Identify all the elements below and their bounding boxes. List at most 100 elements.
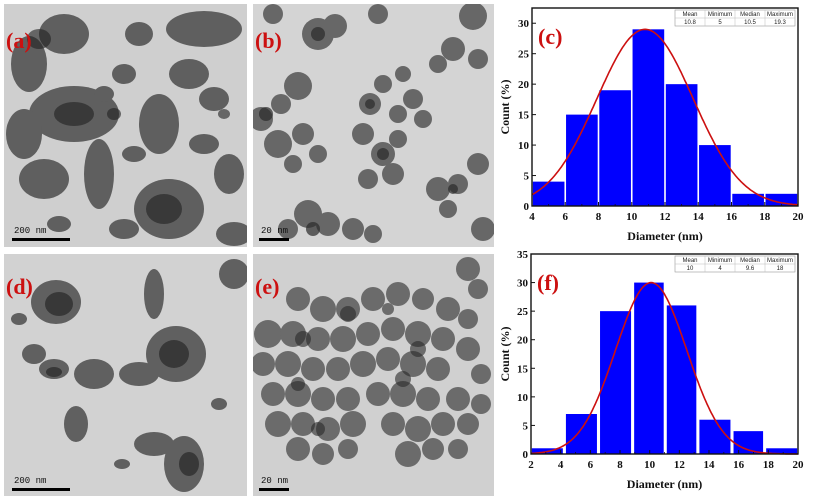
y-tick-label: 35 (517, 250, 529, 261)
y-tick-label: 0 (524, 201, 530, 213)
stats-value: 10.8 (684, 20, 696, 26)
stats-table: Mean 10.8 Minimum 5 Median 10.5 Maximum 19.3 (674, 9, 796, 27)
x-tick-label: 8 (596, 211, 602, 223)
panel-label-b: (b) (255, 28, 282, 53)
tem-image-a: (a) 200 nm (4, 4, 247, 247)
tem-texture-a (4, 4, 247, 247)
histogram-f: 2 4 6 8 10 12 14 16 18 20 Diameter (nm) 0 5 10 15 20 25 3… (500, 250, 813, 501)
histogram-c: 4 6 8 10 12 14 16 18 20 Diameter (nm) 0 5 10 15 20 25 30… (500, 0, 813, 250)
stats-value: 4 (718, 266, 722, 272)
x-tick-label: 4 (558, 459, 564, 471)
stats-header: Median (740, 12, 760, 18)
stats-header: Median (740, 258, 760, 264)
histogram-bar (733, 431, 764, 454)
histogram-bars (532, 29, 798, 207)
panel-label: (f) (537, 270, 559, 295)
panel-label-a: (a) (6, 28, 32, 53)
y-tick-label: 30 (518, 18, 530, 30)
x-tick-label: 18 (759, 211, 771, 223)
stats-value: 19.3 (774, 20, 786, 26)
y-tick-label: 5 (524, 171, 530, 183)
y-axis: 0 5 10 15 20 25 30 (518, 18, 536, 213)
y-tick-label: 20 (517, 335, 529, 347)
x-tick-label: 18 (763, 459, 775, 471)
panel-label-e: (e) (255, 274, 280, 299)
histogram-bar (532, 181, 565, 206)
scale-bar-label-b: 20 nm (261, 226, 289, 236)
stats-value: 10.5 (744, 20, 756, 26)
scale-bar-label-d: 200 nm (14, 476, 47, 486)
x-tick-label: 12 (660, 211, 672, 223)
histogram-bar (666, 305, 697, 454)
y-tick-label: 5 (523, 420, 529, 432)
tem-image-e: (e) 20 nm (253, 254, 494, 496)
x-axis-title: Diameter (nm) (627, 229, 702, 243)
y-tick-label: 10 (517, 392, 529, 404)
x-tick-label: 14 (704, 459, 716, 471)
x-tick-label: 10 (644, 459, 656, 471)
tem-image-d: (d) 200 nm (4, 254, 247, 496)
scale-bar-line-d (12, 488, 70, 491)
tem-texture-e (253, 254, 494, 496)
y-axis: 0 5 10 15 20 25 30 35 (517, 250, 535, 461)
y-axis-title: Count (%) (500, 326, 512, 381)
y-tick-label: 30 (517, 278, 529, 290)
histogram-bar (699, 419, 731, 454)
x-tick-label: 6 (588, 459, 594, 471)
y-tick-label: 10 (518, 140, 530, 152)
tem-image-b: (b) 20 nm (253, 4, 494, 247)
stats-header: Minimum (708, 258, 732, 264)
x-tick-label: 4 (529, 211, 535, 223)
y-tick-label: 0 (523, 449, 529, 461)
stats-header: Minimum (708, 12, 732, 18)
gaussian-fit-curve (530, 281, 798, 455)
x-tick-label: 16 (726, 211, 738, 223)
x-tick-label: 10 (626, 211, 638, 223)
panel-label: (c) (538, 24, 562, 49)
stats-header: Mean (682, 258, 697, 264)
stats-value: 9.6 (746, 266, 755, 272)
tem-texture-b (253, 4, 494, 247)
histogram-f-svg: 2 4 6 8 10 12 14 16 18 20 Diameter (nm) 0 5 10 15 20 25 3… (500, 250, 805, 491)
tem-texture-d (4, 254, 247, 496)
scale-bar-label-e: 20 nm (261, 476, 289, 486)
histogram-bar (732, 193, 764, 206)
histogram-bar (665, 84, 698, 206)
scale-bar-line-a (12, 238, 70, 241)
histogram-bar (566, 114, 598, 206)
scale-bar-line-b (259, 238, 289, 241)
x-tick-label: 12 (674, 459, 686, 471)
x-axis-title: Diameter (nm) (627, 477, 702, 491)
stats-header: Maximum (767, 258, 793, 264)
stats-value: 18 (777, 266, 784, 272)
stats-header: Mean (682, 12, 697, 18)
y-tick-label: 25 (517, 306, 529, 318)
y-tick-label: 15 (517, 363, 529, 375)
stats-value: 5 (718, 20, 722, 26)
y-tick-label: 20 (518, 79, 530, 91)
scale-bar-b: 20 nm (255, 226, 315, 242)
x-tick-label: 14 (693, 211, 705, 223)
x-tick-label: 16 (733, 459, 745, 471)
y-tick-label: 15 (518, 110, 530, 122)
histogram-bar (766, 448, 798, 454)
stats-value: 10 (687, 266, 694, 272)
histogram-bar (634, 282, 664, 454)
x-tick-label: 20 (793, 459, 805, 471)
y-axis-title: Count (%) (500, 79, 512, 134)
stats-table: Mean 10 Minimum 4 Median 9.6 Maximum 18 (674, 255, 796, 273)
x-tick-label: 20 (793, 211, 805, 223)
scale-bar-a: 200 nm (8, 226, 88, 242)
histogram-bar (565, 414, 597, 454)
scale-bar-label-a: 200 nm (14, 226, 47, 236)
y-tick-label: 25 (518, 49, 530, 61)
histogram-bar (632, 29, 665, 207)
panel-label-d: (d) (6, 274, 33, 299)
scale-bar-line-e (259, 488, 289, 491)
histogram-bars (531, 282, 798, 454)
x-tick-label: 6 (563, 211, 569, 223)
stats-header: Maximum (767, 12, 793, 18)
x-tick-label: 8 (617, 459, 623, 471)
histogram-bar (599, 90, 631, 206)
histogram-bar (600, 311, 632, 454)
